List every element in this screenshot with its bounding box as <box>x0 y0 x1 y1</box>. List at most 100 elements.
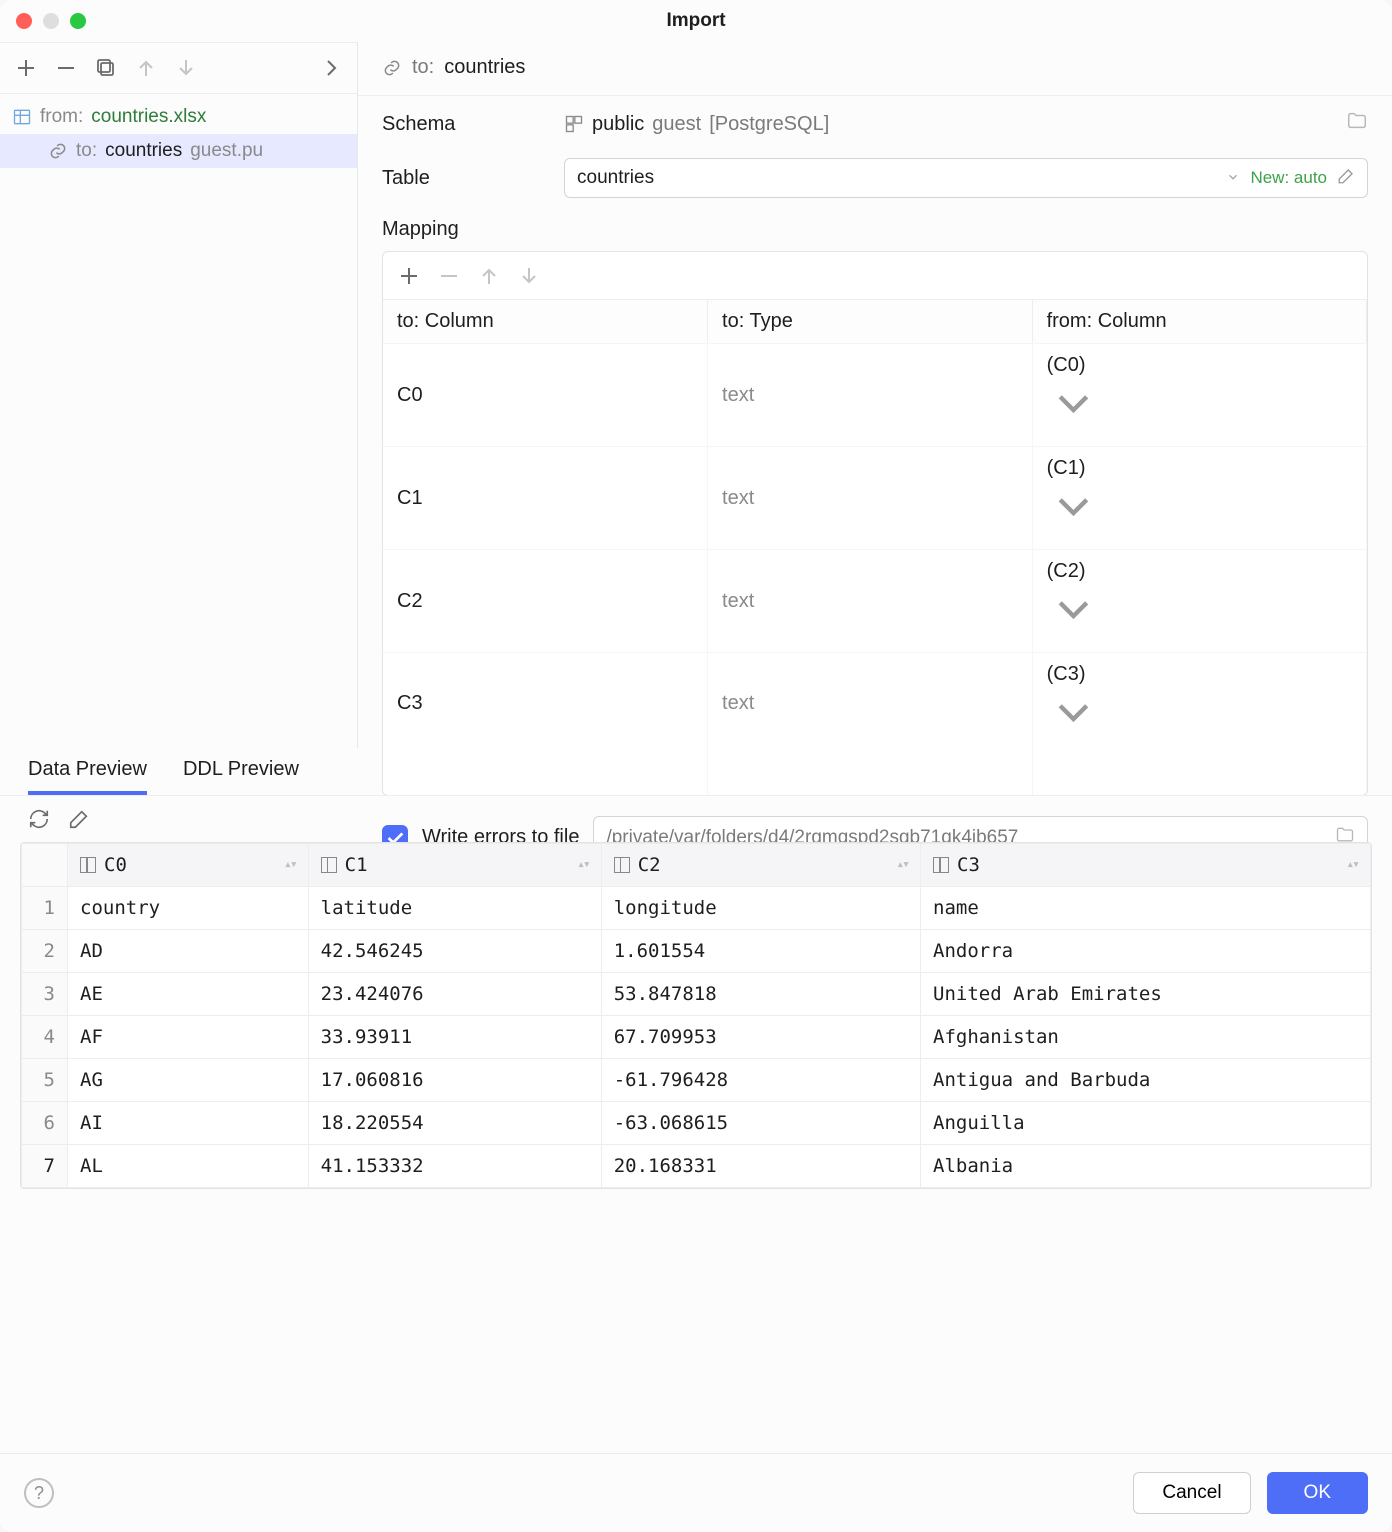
move-up-icon <box>134 56 158 80</box>
cell[interactable]: -61.796428 <box>601 1058 920 1101</box>
table-row[interactable]: 4AF33.9391167.709953Afghanistan <box>22 1015 1371 1058</box>
table-row[interactable]: 5AG17.060816-61.796428Antigua and Barbud… <box>22 1058 1371 1101</box>
cell[interactable]: longitude <box>601 886 920 929</box>
table-row[interactable]: 6AI18.220554-63.068615Anguilla <box>22 1101 1371 1144</box>
window-controls <box>16 13 86 29</box>
cell[interactable]: name <box>921 886 1371 929</box>
add-mapping-icon[interactable] <box>397 264 421 288</box>
cell[interactable]: AF <box>68 1015 309 1058</box>
row-number: 2 <box>22 929 68 972</box>
cell[interactable]: 18.220554 <box>308 1101 601 1144</box>
cell[interactable]: AD <box>68 929 309 972</box>
row-number: 6 <box>22 1101 68 1144</box>
cell[interactable]: Afghanistan <box>921 1015 1371 1058</box>
sort-icon[interactable]: ▴▾ <box>577 857 589 872</box>
chevron-down-icon[interactable] <box>1047 413 1100 435</box>
table-row[interactable]: 2AD42.5462451.601554Andorra <box>22 929 1371 972</box>
to-label: to: <box>412 56 434 79</box>
refresh-icon[interactable] <box>28 808 50 830</box>
from-label: from: <box>40 106 83 128</box>
cell[interactable]: country <box>68 886 309 929</box>
expand-sidebar-icon[interactable] <box>319 56 343 80</box>
mapping-from-col[interactable]: (C1) <box>1033 447 1367 550</box>
move-down-icon <box>174 56 198 80</box>
link-icon <box>48 141 68 161</box>
cell[interactable]: AE <box>68 972 309 1015</box>
sort-icon[interactable]: ▴▾ <box>284 857 296 872</box>
cell[interactable]: 42.546245 <box>308 929 601 972</box>
copy-icon[interactable] <box>94 56 118 80</box>
column-header[interactable]: C0▴▾ <box>68 843 309 886</box>
table-label: Table <box>382 167 564 190</box>
column-icon <box>80 857 96 873</box>
target-path: to: countries <box>358 42 1392 96</box>
chevron-down-icon[interactable] <box>1047 722 1100 744</box>
from-file: countries.xlsx <box>91 106 206 128</box>
mapping-from-col[interactable]: (C0) <box>1033 344 1367 447</box>
mapping-row[interactable]: C0 text (C0) <box>383 344 1367 447</box>
row-number: 4 <box>22 1015 68 1058</box>
tab-data-preview[interactable]: Data Preview <box>28 758 147 795</box>
sort-icon[interactable]: ▴▾ <box>1346 857 1358 872</box>
edit-icon[interactable] <box>1337 167 1355 190</box>
cell[interactable]: 33.93911 <box>308 1015 601 1058</box>
cell[interactable]: United Arab Emirates <box>921 972 1371 1015</box>
cell[interactable]: -63.068615 <box>601 1101 920 1144</box>
to-suffix: guest.pu <box>190 140 263 162</box>
row-number: 7 <box>22 1144 68 1187</box>
cell[interactable]: AG <box>68 1058 309 1101</box>
mapping-panel: to: Column to: Type from: Column C0 text… <box>382 251 1368 796</box>
row-number: 3 <box>22 972 68 1015</box>
cell[interactable]: AL <box>68 1144 309 1187</box>
edit-preview-icon[interactable] <box>68 808 90 830</box>
cell[interactable]: 1.601554 <box>601 929 920 972</box>
remove-icon[interactable] <box>54 56 78 80</box>
minimize-window-icon[interactable] <box>43 13 59 29</box>
cell[interactable]: 17.060816 <box>308 1058 601 1101</box>
cell[interactable]: 23.424076 <box>308 972 601 1015</box>
cell[interactable]: 41.153332 <box>308 1144 601 1187</box>
tree-row-source[interactable]: from: countries.xlsx <box>0 100 357 134</box>
cell[interactable]: latitude <box>308 886 601 929</box>
help-icon[interactable]: ? <box>24 1478 54 1508</box>
add-icon[interactable] <box>14 56 38 80</box>
data-grid: C0▴▾C1▴▾C2▴▾C3▴▾ 1countrylatitudelongitu… <box>20 842 1372 1189</box>
chevron-down-icon[interactable] <box>1226 168 1240 189</box>
table-input[interactable]: countries New: auto <box>564 158 1368 198</box>
cell[interactable]: Antigua and Barbuda <box>921 1058 1371 1101</box>
mapping-from-col[interactable]: (C2) <box>1033 550 1367 653</box>
mapping-row[interactable]: C1 text (C1) <box>383 447 1367 550</box>
table-row[interactable]: 1countrylatitudelongitudename <box>22 886 1371 929</box>
row-number: 1 <box>22 886 68 929</box>
cell[interactable]: Anguilla <box>921 1101 1371 1144</box>
column-header[interactable]: C2 ▴▾ <box>601 843 920 886</box>
cell[interactable]: 53.847818 <box>601 972 920 1015</box>
cell[interactable]: Andorra <box>921 929 1371 972</box>
folder-icon[interactable] <box>1346 110 1368 138</box>
tree-row-target[interactable]: to: countries guest.pu <box>0 134 357 168</box>
close-window-icon[interactable] <box>16 13 32 29</box>
table-row[interactable]: 3AE23.42407653.847818United Arab Emirate… <box>22 972 1371 1015</box>
mapping-row[interactable]: C2 text (C2) <box>383 550 1367 653</box>
mapping-to-type: text <box>708 550 1033 653</box>
chevron-down-icon[interactable] <box>1047 619 1100 641</box>
column-header[interactable]: C3▴▾ <box>921 843 1371 886</box>
cell[interactable]: AI <box>68 1101 309 1144</box>
preview-tabs: Data Preview DDL Preview <box>0 748 1392 796</box>
mapping-down-icon <box>517 264 541 288</box>
to-table: countries <box>105 140 182 162</box>
schema-engine: [PostgreSQL] <box>709 113 829 136</box>
column-header[interactable]: C1▴▾ <box>308 843 601 886</box>
chevron-down-icon[interactable] <box>1047 516 1100 538</box>
sort-icon[interactable]: ▴▾ <box>896 857 908 872</box>
cell[interactable]: Albania <box>921 1144 1371 1187</box>
cancel-button[interactable]: Cancel <box>1133 1472 1250 1514</box>
cell[interactable]: 20.168331 <box>601 1144 920 1187</box>
column-name: C2 <box>638 854 661 876</box>
cell[interactable]: 67.709953 <box>601 1015 920 1058</box>
ok-button[interactable]: OK <box>1267 1472 1368 1514</box>
maximize-window-icon[interactable] <box>70 13 86 29</box>
to-value: countries <box>444 56 525 79</box>
tab-ddl-preview[interactable]: DDL Preview <box>183 758 299 795</box>
table-row[interactable]: 7AL41.15333220.168331Albania <box>22 1144 1371 1187</box>
